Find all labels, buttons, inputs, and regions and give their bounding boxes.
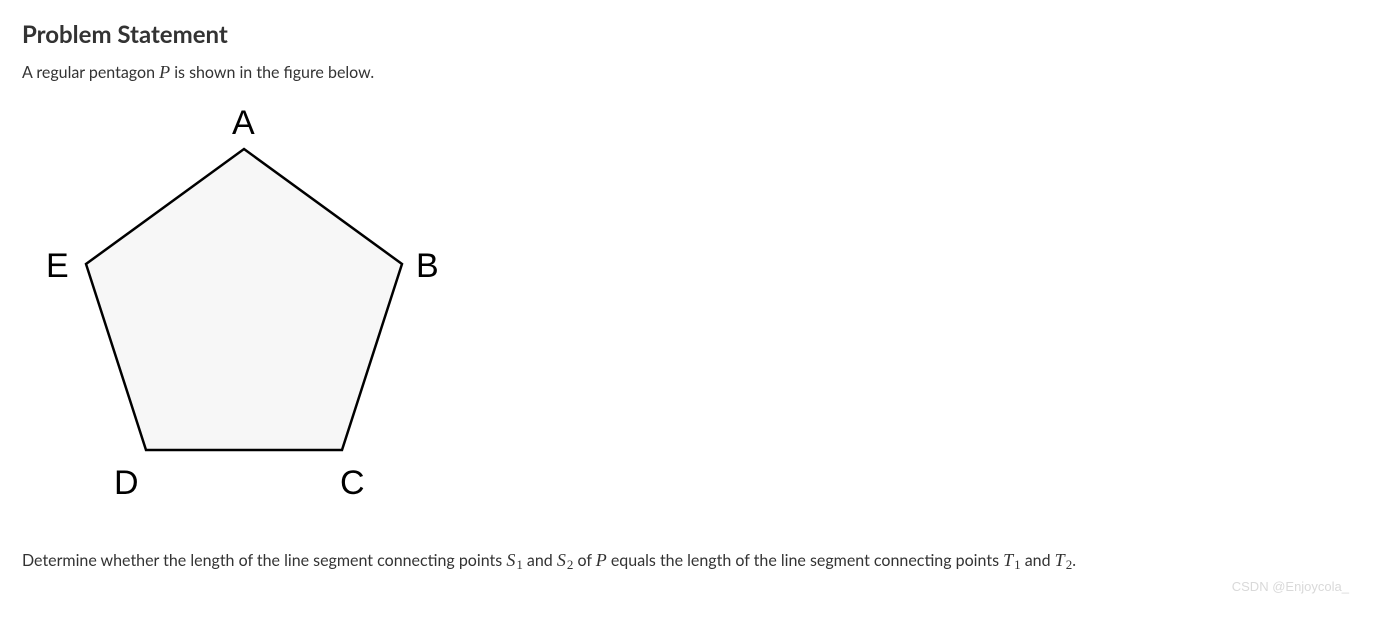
intro-variable: P (159, 62, 170, 82)
q-text-4: equals the length of the line segment co… (607, 551, 1003, 570)
q-text-1: Determine whether the length of the line… (22, 551, 506, 570)
intro-paragraph: A regular pentagon P is shown in the fig… (22, 59, 1357, 86)
q-text-3: of (573, 551, 595, 570)
q-sub-S1: 1 (515, 557, 523, 572)
pentagon-polygon (86, 149, 402, 450)
intro-prefix: A regular pentagon (22, 63, 159, 82)
vertex-label-D: D (114, 464, 139, 502)
vertex-label-A: A (232, 104, 255, 142)
vertex-label-B: B (416, 247, 439, 285)
pentagon-figure: A B C D E (22, 90, 1357, 539)
intro-suffix: is shown in the figure below. (170, 63, 374, 82)
question-paragraph: Determine whether the length of the line… (22, 547, 1357, 575)
q-text-2: and (523, 551, 557, 570)
section-heading: Problem Statement (22, 20, 1357, 49)
pentagon-svg: A B C D E (22, 90, 442, 535)
vertex-label-E: E (46, 247, 69, 285)
q-var-S1: S (506, 550, 515, 570)
q-sub-T1: 1 (1013, 557, 1021, 572)
q-text-6: . (1072, 551, 1076, 570)
q-var-P: P (596, 550, 607, 570)
q-var-S2: S (557, 550, 566, 570)
vertex-label-C: C (340, 464, 365, 502)
q-text-5: and (1021, 551, 1055, 570)
q-var-T1: T (1003, 550, 1013, 570)
watermark: CSDN @Enjoycola_ (22, 579, 1357, 594)
q-var-T2: T (1055, 550, 1065, 570)
